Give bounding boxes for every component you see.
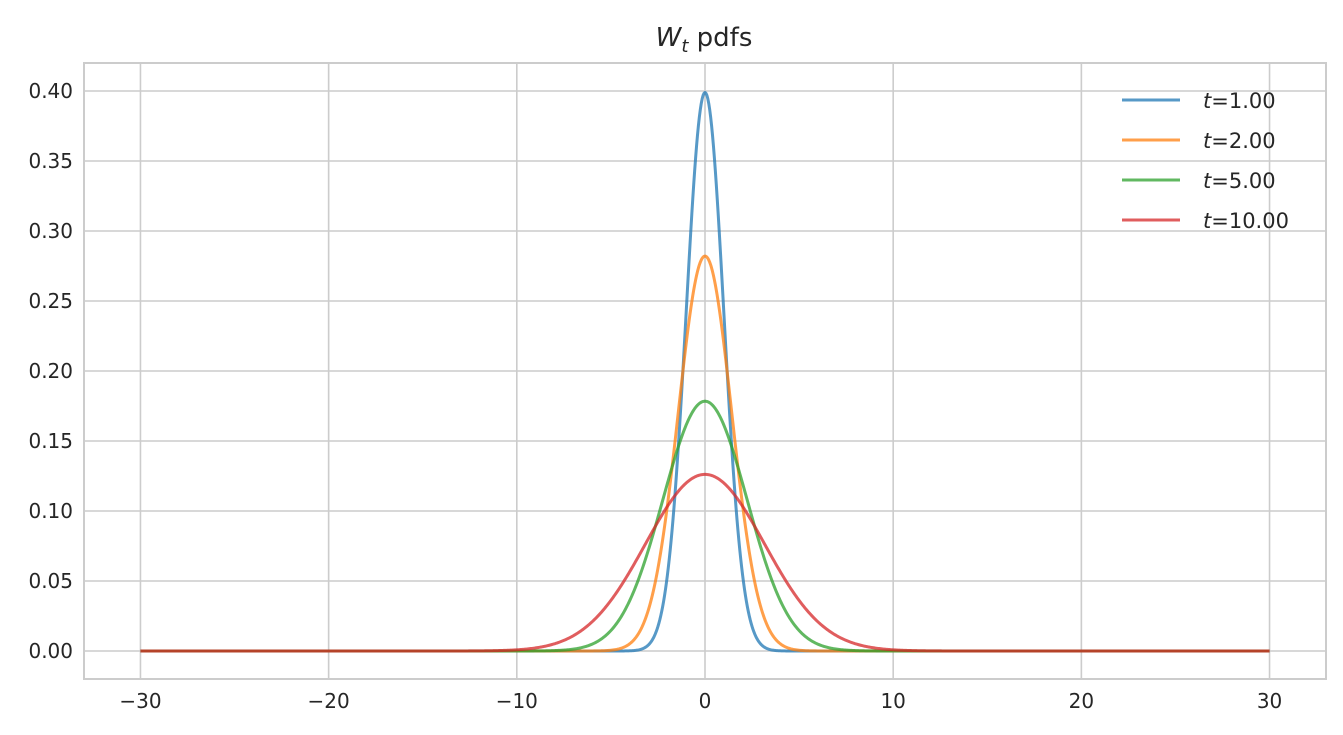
y-tick-label: 0.15 [28,429,73,453]
chart-title: Wt pdfs [656,23,753,57]
plot-frame [83,62,1327,680]
legend-label: t=10.00 [1203,209,1289,233]
curves [139,90,1271,653]
y-tick-label: 0.00 [28,639,73,663]
grid [84,63,1326,679]
y-tick-label: 0.40 [28,79,73,103]
x-tick-label: 0 [699,689,712,713]
x-tick-label: −10 [496,689,538,713]
x-tick-label: 20 [1069,689,1094,713]
x-tick-label: −20 [308,689,350,713]
legend: t=1.00 t=2.00 t=5.00 t=10.00 [1122,89,1289,233]
y-tick-label: 0.35 [28,149,73,173]
legend-label: t=5.00 [1203,169,1276,193]
y-tick-label: 0.10 [28,499,73,523]
y-tick-label: 0.20 [28,359,73,383]
series-line [139,472,1271,653]
x-tick-label: 10 [880,689,905,713]
x-tick-label: 30 [1257,689,1282,713]
y-tick-label: 0.05 [28,569,73,593]
legend-label: t=1.00 [1203,89,1276,113]
title-main: W [656,23,683,53]
y-tick-labels: 0.00 0.05 0.10 0.15 0.20 0.25 0.30 0.35 0.40 [28,79,73,663]
title-rest: pdfs [688,23,752,53]
y-tick-label: 0.25 [28,289,73,313]
x-tick-label: −30 [119,689,161,713]
x-tick-labels: −30 −20 −10 0 10 20 30 [119,689,1282,713]
title-sub: t [681,36,689,57]
legend-label: t=2.00 [1203,129,1276,153]
y-tick-label: 0.30 [28,219,73,243]
